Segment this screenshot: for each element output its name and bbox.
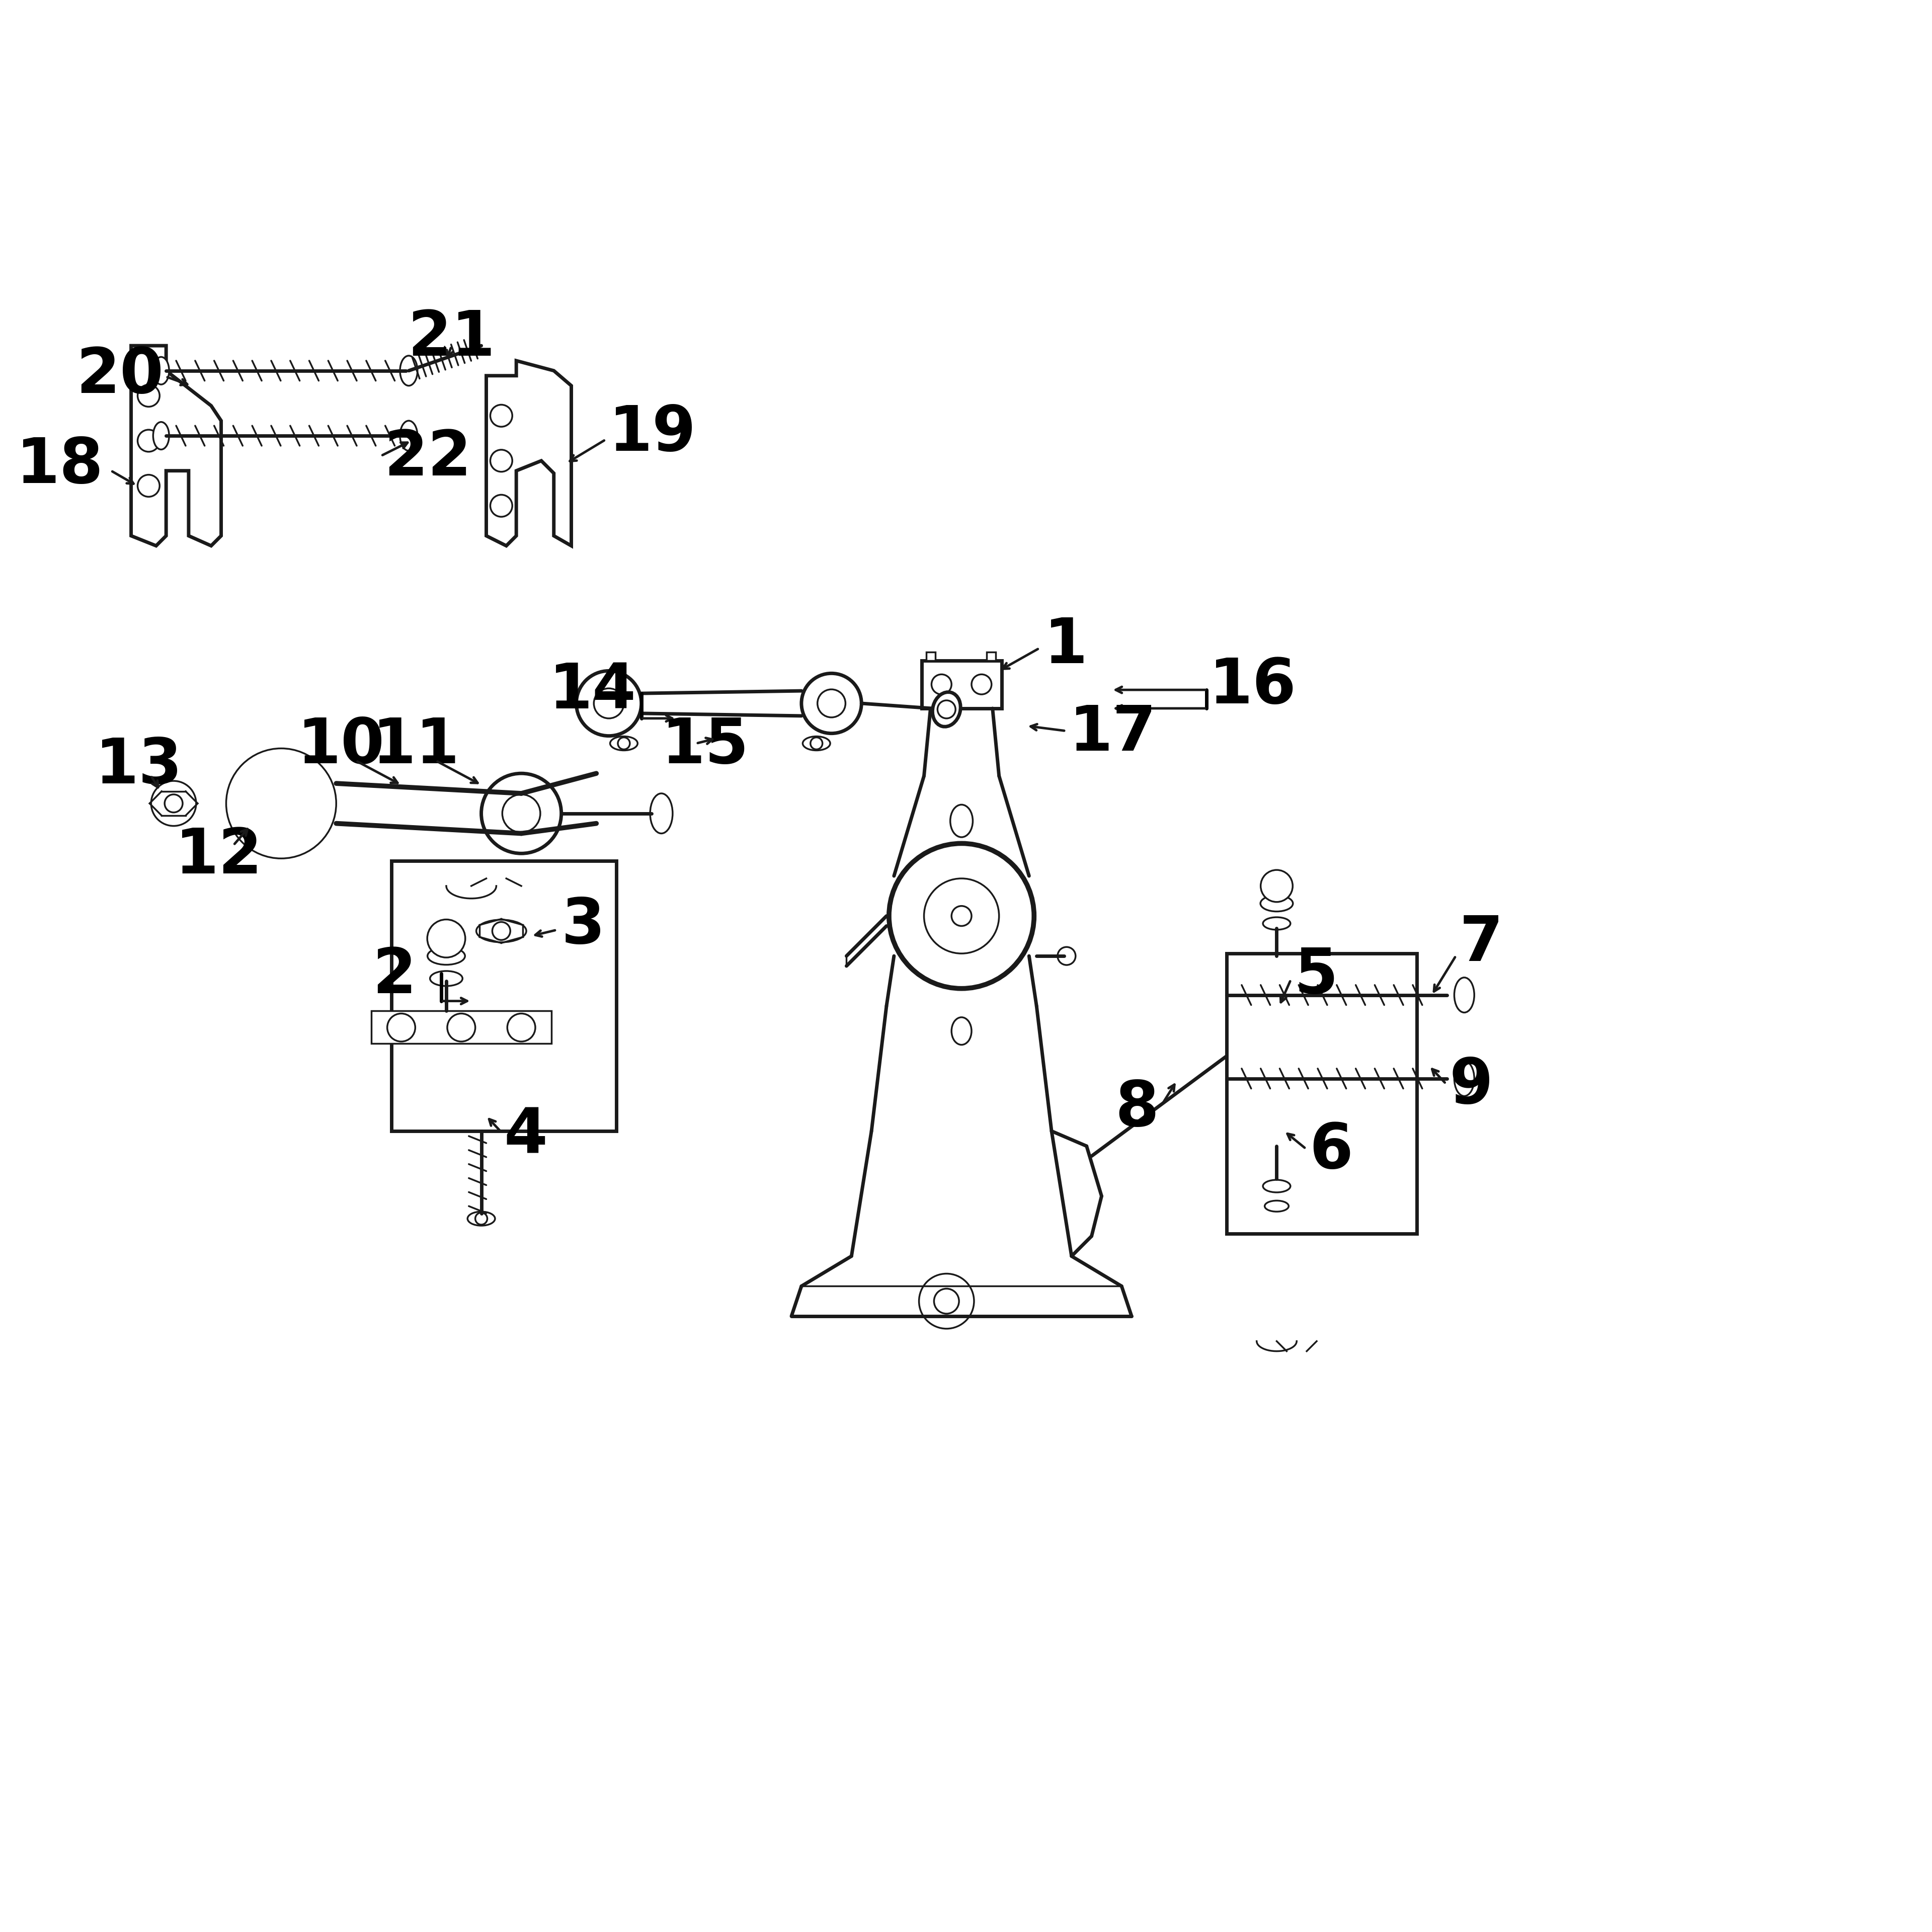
Circle shape xyxy=(491,450,512,471)
Circle shape xyxy=(1262,869,1293,902)
Circle shape xyxy=(226,748,336,858)
Ellipse shape xyxy=(1260,895,1293,912)
Ellipse shape xyxy=(1455,1061,1474,1095)
Ellipse shape xyxy=(933,692,960,726)
Bar xyxy=(392,862,616,1130)
Circle shape xyxy=(576,670,641,736)
Ellipse shape xyxy=(802,736,831,750)
Ellipse shape xyxy=(1264,1180,1291,1192)
Circle shape xyxy=(493,922,510,941)
Circle shape xyxy=(481,773,562,854)
Circle shape xyxy=(137,429,160,452)
Text: 6: 6 xyxy=(1310,1121,1352,1182)
Circle shape xyxy=(952,906,972,925)
Ellipse shape xyxy=(611,736,638,750)
Circle shape xyxy=(618,738,630,750)
Text: 19: 19 xyxy=(609,402,696,464)
Text: 16: 16 xyxy=(1209,655,1296,717)
Ellipse shape xyxy=(477,920,526,943)
Text: 4: 4 xyxy=(504,1105,547,1167)
Ellipse shape xyxy=(427,947,466,964)
Circle shape xyxy=(972,674,991,694)
Circle shape xyxy=(259,781,303,827)
Text: 15: 15 xyxy=(661,715,750,777)
Text: 12: 12 xyxy=(176,825,263,887)
Bar xyxy=(371,1010,551,1043)
Text: 11: 11 xyxy=(373,715,460,777)
Circle shape xyxy=(475,1213,487,1225)
Ellipse shape xyxy=(153,357,170,384)
Text: 21: 21 xyxy=(408,307,495,369)
Circle shape xyxy=(491,404,512,427)
Ellipse shape xyxy=(952,1018,972,1045)
Text: 9: 9 xyxy=(1449,1055,1493,1117)
Ellipse shape xyxy=(1264,918,1291,929)
Ellipse shape xyxy=(1455,978,1474,1012)
Circle shape xyxy=(151,781,197,827)
Ellipse shape xyxy=(649,794,672,833)
Circle shape xyxy=(933,1289,958,1314)
Circle shape xyxy=(386,1014,415,1041)
Text: 10: 10 xyxy=(298,715,384,777)
Text: 5: 5 xyxy=(1294,945,1339,1007)
Bar xyxy=(987,651,995,661)
Text: 17: 17 xyxy=(1068,703,1157,763)
Bar xyxy=(1227,954,1416,1235)
Ellipse shape xyxy=(400,421,417,450)
Text: 20: 20 xyxy=(75,346,164,406)
Ellipse shape xyxy=(1265,1200,1289,1211)
Circle shape xyxy=(236,759,327,848)
Circle shape xyxy=(923,879,999,954)
Bar xyxy=(927,651,935,661)
Circle shape xyxy=(889,844,1034,989)
Circle shape xyxy=(164,794,184,813)
Text: 14: 14 xyxy=(549,661,636,721)
Circle shape xyxy=(137,475,160,497)
Circle shape xyxy=(931,674,952,694)
Circle shape xyxy=(937,701,956,719)
Circle shape xyxy=(491,495,512,516)
Polygon shape xyxy=(487,361,572,547)
Text: 22: 22 xyxy=(384,427,471,489)
Ellipse shape xyxy=(153,421,170,450)
Text: 13: 13 xyxy=(95,736,182,796)
Circle shape xyxy=(802,674,862,734)
Circle shape xyxy=(448,1014,475,1041)
Bar xyxy=(922,661,1001,709)
Ellipse shape xyxy=(951,804,974,837)
Circle shape xyxy=(593,688,624,719)
Circle shape xyxy=(817,690,846,717)
Circle shape xyxy=(502,794,541,833)
Circle shape xyxy=(920,1273,974,1329)
Ellipse shape xyxy=(431,972,462,985)
Text: 18: 18 xyxy=(15,435,104,497)
Polygon shape xyxy=(131,346,220,547)
Text: 2: 2 xyxy=(373,945,415,1007)
Circle shape xyxy=(508,1014,535,1041)
Text: 1: 1 xyxy=(1043,616,1088,676)
Text: 8: 8 xyxy=(1115,1078,1159,1140)
Circle shape xyxy=(427,920,466,958)
Ellipse shape xyxy=(400,355,417,386)
Text: 3: 3 xyxy=(562,896,605,956)
Ellipse shape xyxy=(468,1211,495,1225)
Circle shape xyxy=(137,384,160,408)
Circle shape xyxy=(810,738,823,750)
Text: 7: 7 xyxy=(1459,914,1503,974)
Circle shape xyxy=(1057,947,1076,964)
